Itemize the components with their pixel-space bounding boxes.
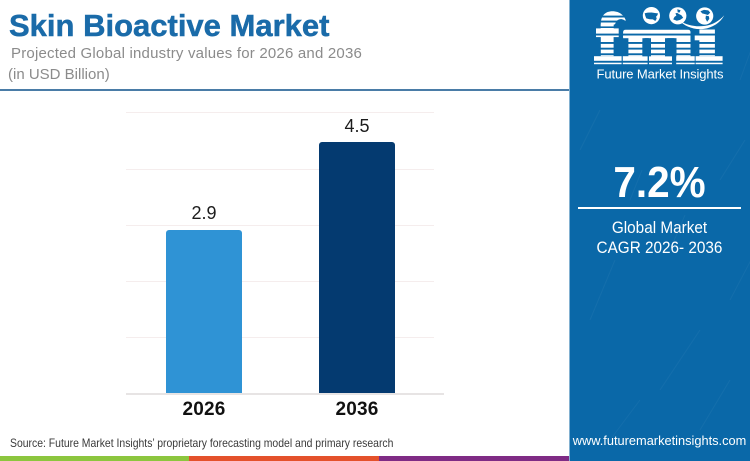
svg-text:Future Market Insights: Future Market Insights <box>597 66 725 81</box>
